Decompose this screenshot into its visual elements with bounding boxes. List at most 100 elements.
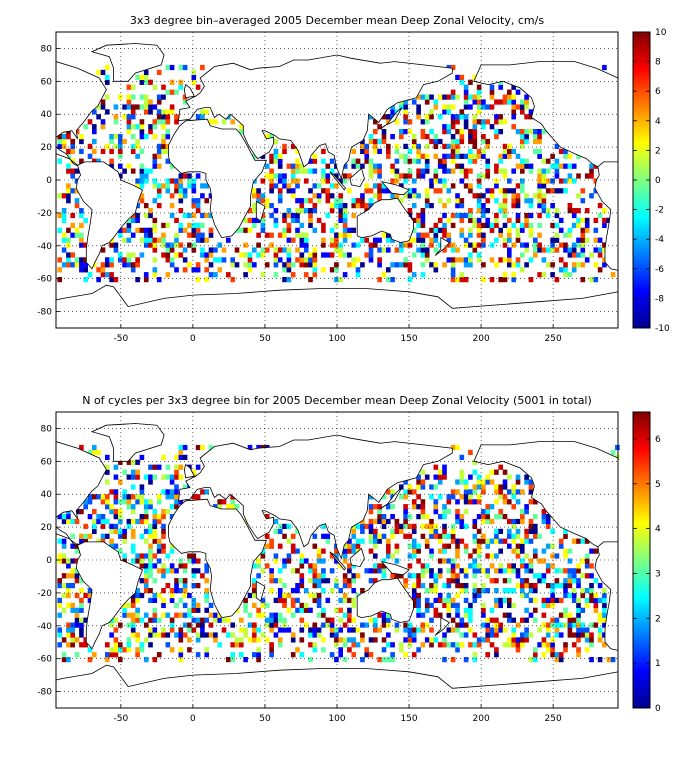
bin-cell <box>143 538 149 544</box>
bin-cell <box>208 632 214 638</box>
bin-cell <box>61 543 67 549</box>
bin-cell <box>321 622 326 628</box>
bin-cell <box>450 489 456 495</box>
bin-cell <box>459 474 465 480</box>
bin-cell <box>79 208 84 214</box>
bin-cell <box>143 622 149 628</box>
bin-cell <box>481 222 486 229</box>
bin-cell <box>79 158 84 164</box>
bin-cell <box>329 622 335 628</box>
x-tick-label: 200 <box>473 714 490 724</box>
bin-cell <box>390 277 395 283</box>
bin-cell <box>178 79 184 85</box>
bin-cell <box>312 622 318 628</box>
bin-cell <box>420 153 426 159</box>
bin-cell <box>321 523 326 530</box>
bin-cell <box>373 237 378 243</box>
bin-cell <box>295 163 300 169</box>
bin-cell <box>498 168 504 174</box>
bin-cell <box>537 578 542 584</box>
bin-cell <box>264 602 270 609</box>
bin-cell <box>455 602 460 609</box>
bin-cell <box>135 217 140 224</box>
bin-cell <box>135 494 140 500</box>
bin-cell <box>602 208 607 214</box>
bin-cell <box>520 183 525 189</box>
bin-cell <box>57 138 63 145</box>
bin-cell <box>368 578 374 584</box>
bin-cell <box>455 212 460 219</box>
bin-cell <box>437 612 443 618</box>
bin-cell <box>351 523 357 530</box>
bin-cell <box>122 104 127 110</box>
bin-cell <box>476 252 482 258</box>
bin-cell <box>455 247 460 253</box>
bin-cell <box>567 617 573 623</box>
bin-cell <box>303 178 309 184</box>
bin-cell <box>148 627 153 633</box>
bin-cell <box>182 99 188 105</box>
bin-cell <box>347 548 352 554</box>
bin-cell <box>191 203 197 209</box>
bin-cell <box>360 138 365 145</box>
bin-cell <box>420 119 426 125</box>
bin-cell <box>161 533 166 539</box>
bin-cell <box>472 217 478 224</box>
bin-cell <box>563 262 568 268</box>
bin-cell <box>256 558 261 564</box>
bin-cell <box>83 504 89 510</box>
bin-cell <box>360 528 365 535</box>
bin-cell <box>226 632 231 638</box>
bin-cell <box>468 79 473 85</box>
bin-cell <box>420 232 426 238</box>
bin-cell <box>589 657 594 663</box>
bin-cell <box>476 198 482 204</box>
bin-cell <box>377 237 382 243</box>
bin-cell <box>476 222 482 229</box>
y-tick-label: -60 <box>37 275 52 285</box>
bin-cell <box>520 642 525 648</box>
bin-cell <box>135 74 140 81</box>
bin-cell <box>373 148 378 155</box>
bin-cell <box>130 617 136 623</box>
bin-cell <box>70 558 76 564</box>
bin-cell <box>282 143 287 150</box>
bin-cell <box>373 568 378 574</box>
bin-cell <box>342 597 348 604</box>
bin-cell <box>174 578 179 584</box>
bin-cell <box>118 657 123 663</box>
bin-cell <box>364 622 370 628</box>
bin-cell <box>195 652 201 658</box>
bin-cell <box>113 143 119 150</box>
bin-cell <box>118 528 123 535</box>
bin-cell <box>407 484 413 490</box>
bin-cell <box>446 129 452 135</box>
bin-cell <box>334 222 339 229</box>
bin-cell <box>442 178 447 184</box>
bin-cell <box>442 94 447 100</box>
bin-cell <box>528 232 534 238</box>
bin-cell <box>537 198 542 204</box>
bin-cell <box>360 657 365 663</box>
bin-cell <box>156 277 162 283</box>
bin-cell <box>528 583 534 589</box>
bin-cell <box>143 203 149 209</box>
bin-cell <box>476 499 482 505</box>
bin-cell <box>520 558 525 564</box>
bin-cell <box>204 568 210 574</box>
bin-cell <box>156 538 162 544</box>
grid-lines <box>56 412 618 708</box>
bin-cell <box>105 454 110 461</box>
bin-cell <box>424 158 430 164</box>
bin-cell <box>316 583 322 589</box>
bin-cell <box>299 553 305 559</box>
bin-cell <box>485 637 491 643</box>
bin-cell <box>533 247 538 253</box>
bin-cell <box>554 622 560 628</box>
bin-cell <box>476 183 482 189</box>
bin-cell <box>273 272 279 278</box>
bin-cell <box>200 212 205 219</box>
bin-cell <box>494 262 499 268</box>
bin-cell <box>494 134 499 140</box>
bin-cell <box>381 617 387 623</box>
